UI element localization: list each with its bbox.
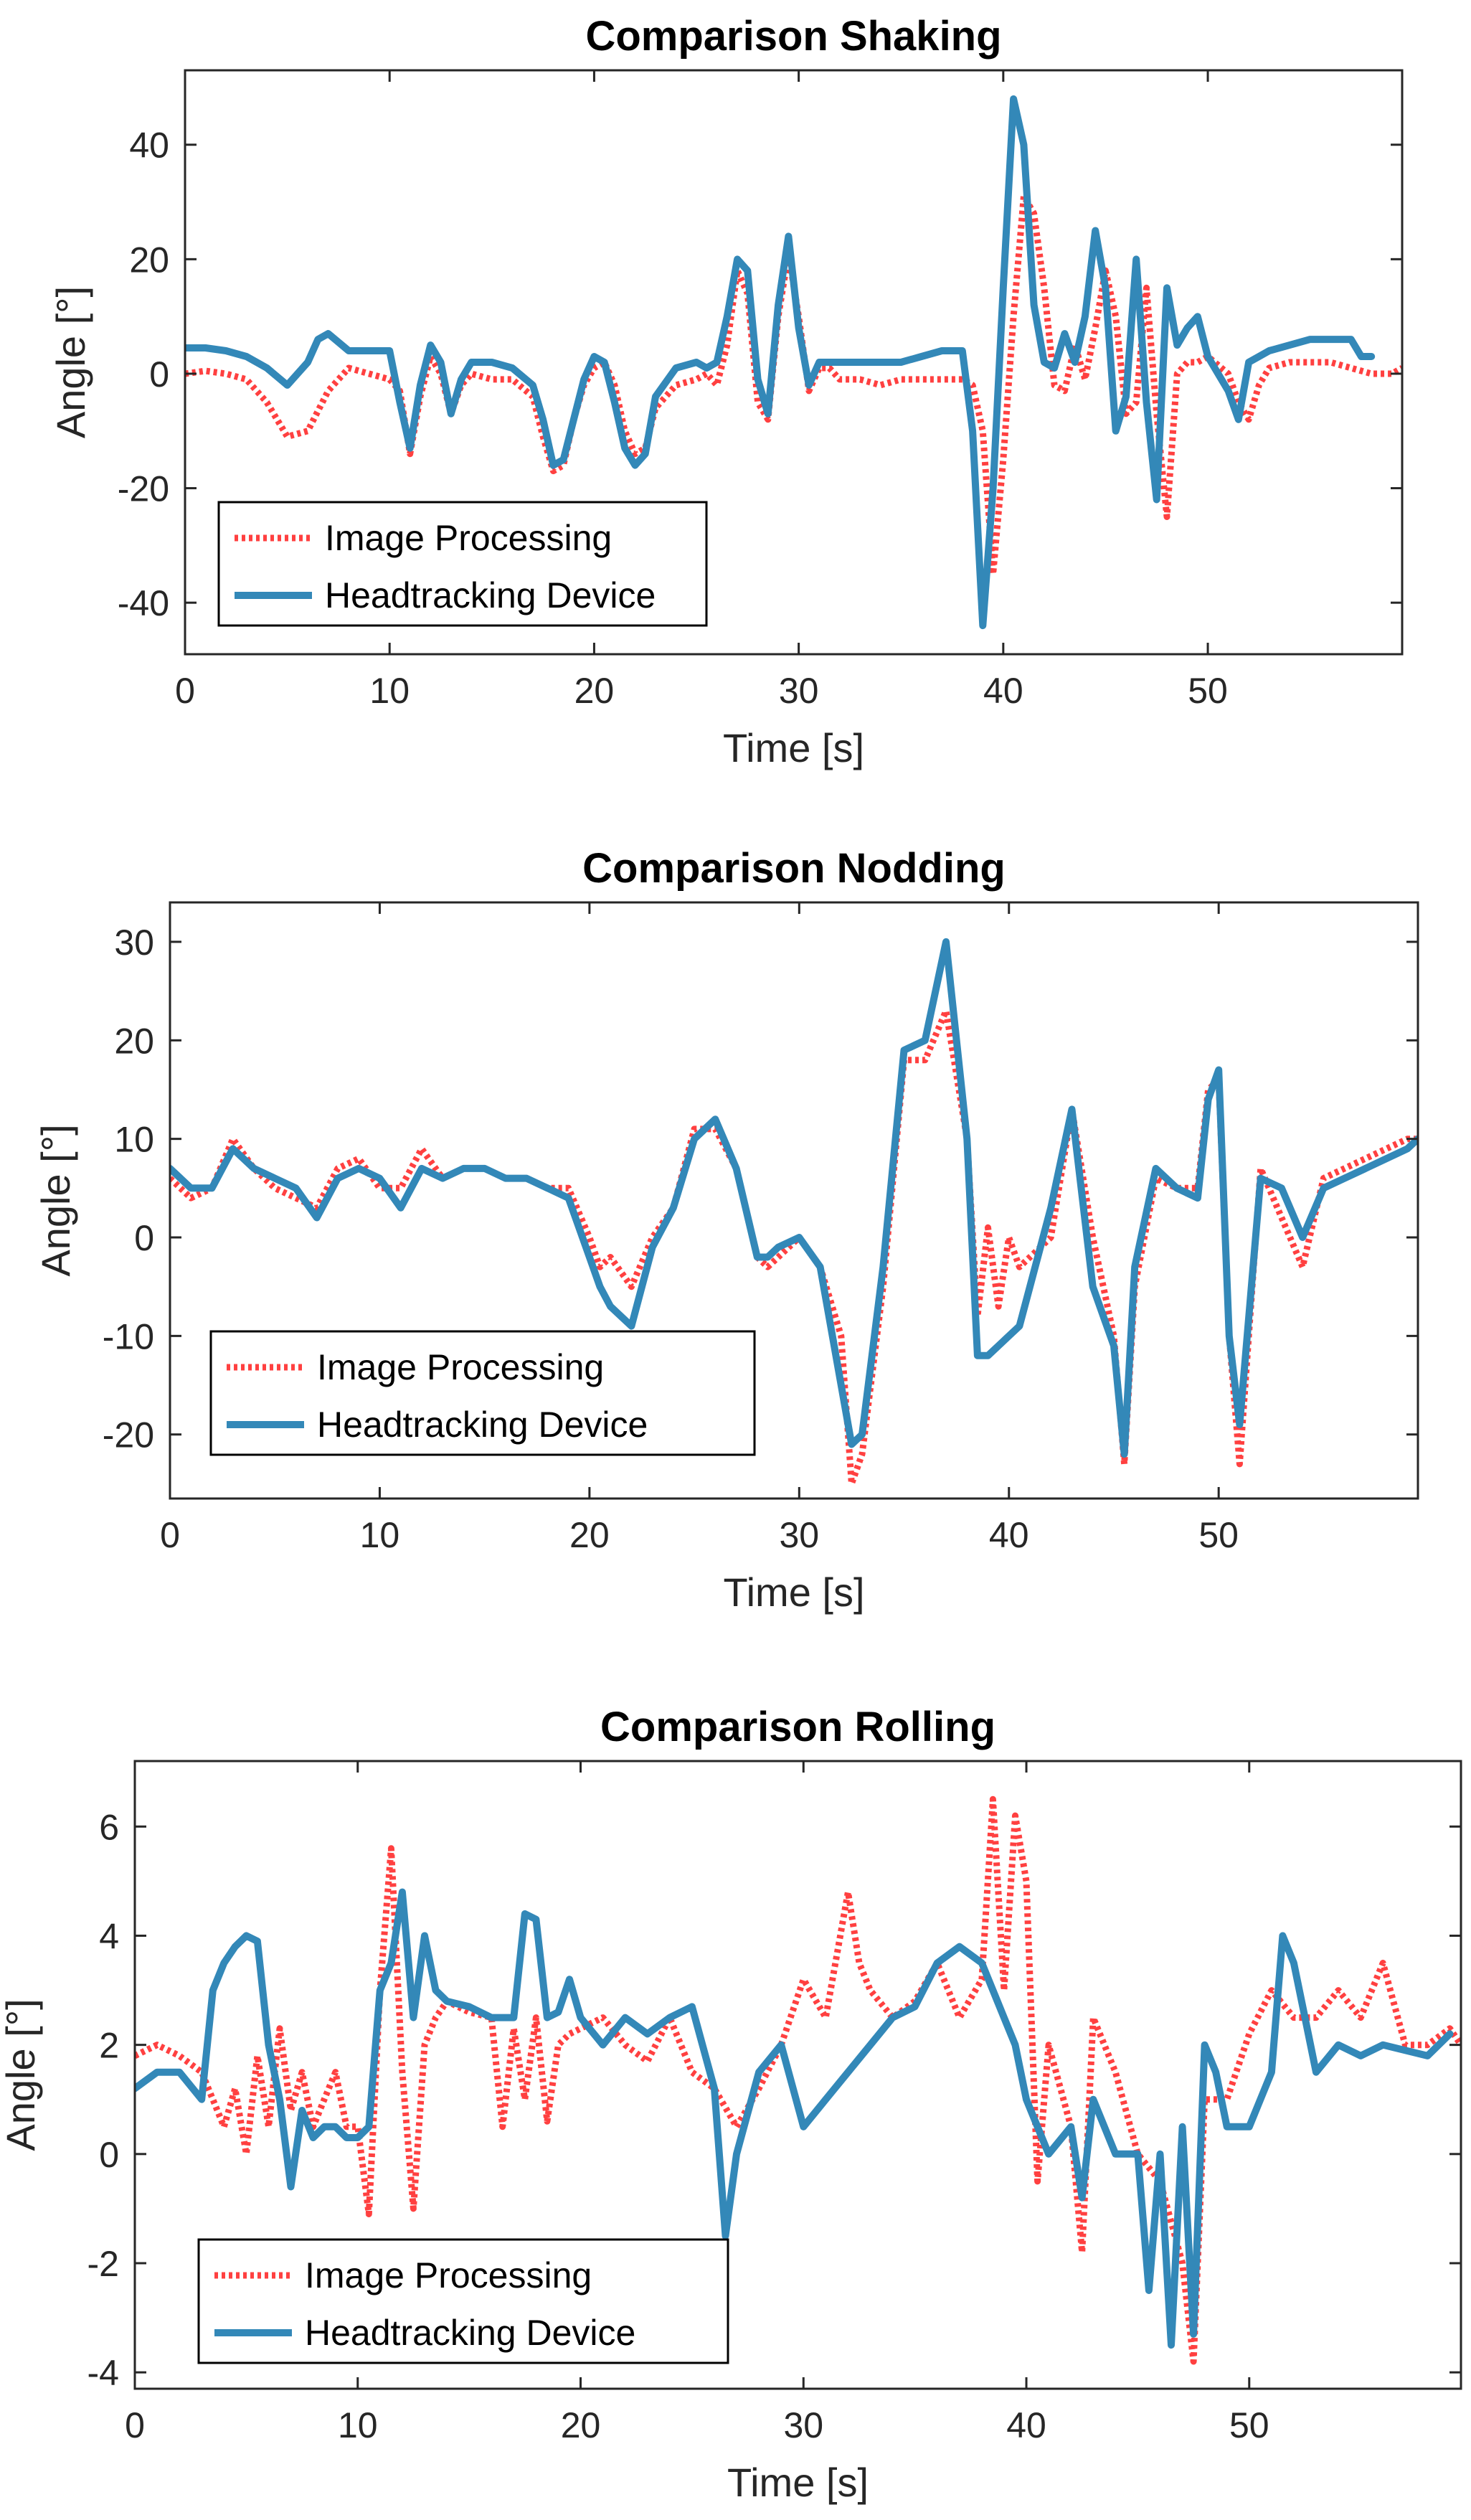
legend-box	[197, 2238, 729, 2364]
y-tick-label: -40	[118, 583, 169, 623]
x-tick-label: 10	[338, 2405, 378, 2445]
legend-entry-label: Headtracking Device	[325, 575, 656, 615]
y-tick-label: 0	[134, 1218, 154, 1258]
x-tick-label: 20	[574, 671, 615, 711]
y-tick-label: 0	[99, 2135, 119, 2175]
y-tick-label: 4	[99, 1916, 119, 1956]
chart-nodding: Comparison Nodding 0 10 20 30 40 50 -20 -10 0 10 20…	[33, 845, 1419, 1615]
x-tick-label: 20	[569, 1515, 610, 1555]
legend-entry-label: Image Processing	[317, 1347, 604, 1387]
y-axis-label: Angle [°]	[48, 286, 93, 438]
x-tick-label: 10	[369, 671, 410, 711]
y-tick-label: -20	[103, 1415, 154, 1455]
x-tick-label: 50	[1229, 2405, 1269, 2445]
chart-title: Comparison Nodding	[582, 845, 1006, 892]
y-tick-label: -20	[118, 469, 169, 509]
x-tick-label: 50	[1198, 1515, 1239, 1555]
legend-entry-label: Image Processing	[325, 518, 612, 558]
series-headtracking-line	[170, 938, 1418, 1458]
x-tick-label: 30	[779, 1515, 819, 1555]
y-tick-label: -4	[87, 2353, 119, 2393]
x-tick-label: 40	[989, 1515, 1029, 1555]
y-axis-label: Angle [°]	[0, 1998, 43, 2151]
x-tick-label: 40	[983, 671, 1023, 711]
chart-rolling: Comparison Rolling 0 10 20 30 40 50 -4 -2 0 2 4 6 Tim…	[0, 1704, 1462, 2505]
x-axis-label: Time [s]	[723, 725, 864, 770]
x-tick-label: 10	[360, 1515, 400, 1555]
y-tick-label: 2	[99, 2026, 119, 2066]
series-headtracking-line	[135, 1888, 1454, 2349]
y-tick-label: 30	[114, 922, 154, 963]
x-tick-label: 20	[561, 2405, 601, 2445]
plot-area-frame	[169, 901, 1419, 1500]
legend-entry-label: Headtracking Device	[317, 1405, 648, 1445]
legend-box	[217, 501, 708, 627]
x-tick-label: 30	[779, 671, 819, 711]
plot-area-frame	[133, 1760, 1462, 2390]
x-tick-label: 0	[160, 1515, 180, 1555]
chart-title: Comparison Rolling	[600, 1704, 995, 1750]
x-axis-label: Time [s]	[723, 1570, 864, 1615]
y-tick-label: 40	[129, 126, 169, 166]
x-tick-label: 40	[1006, 2405, 1046, 2445]
x-tick-label: 30	[783, 2405, 823, 2445]
y-tick-label: 10	[114, 1120, 154, 1160]
y-tick-label: -10	[103, 1316, 154, 1356]
legend: Image Processing Headtracking Device	[217, 501, 708, 627]
x-tick-label: 50	[1188, 671, 1228, 711]
legend: Image Processing Headtracking Device	[197, 2238, 729, 2364]
legend-entry-label: Headtracking Device	[305, 2313, 635, 2353]
y-axis-label: Angle [°]	[33, 1124, 78, 1276]
series-image-processing-line	[185, 193, 1402, 577]
x-axis-label: Time [s]	[727, 2460, 869, 2505]
y-tick-label: 20	[129, 240, 169, 280]
y-tick-label: 6	[99, 1807, 119, 1847]
y-tick-label: 0	[149, 354, 169, 395]
y-tick-label: 20	[114, 1021, 154, 1061]
y-tick-label: -2	[87, 2244, 119, 2284]
series-headtracking-line	[185, 95, 1376, 630]
x-tick-label: 0	[125, 2405, 145, 2445]
chart-title: Comparison Shaking	[585, 13, 1001, 60]
plot-area-frame	[184, 69, 1404, 656]
x-tick-label: 0	[175, 671, 195, 711]
legend-box	[209, 1330, 756, 1456]
legend: Image Processing Headtracking Device	[209, 1330, 756, 1456]
chart-shaking: Comparison Shaking 0 10 20 30 40 50 -40 -20 0 20 40…	[48, 13, 1404, 770]
legend-entry-label: Image Processing	[305, 2255, 592, 2295]
